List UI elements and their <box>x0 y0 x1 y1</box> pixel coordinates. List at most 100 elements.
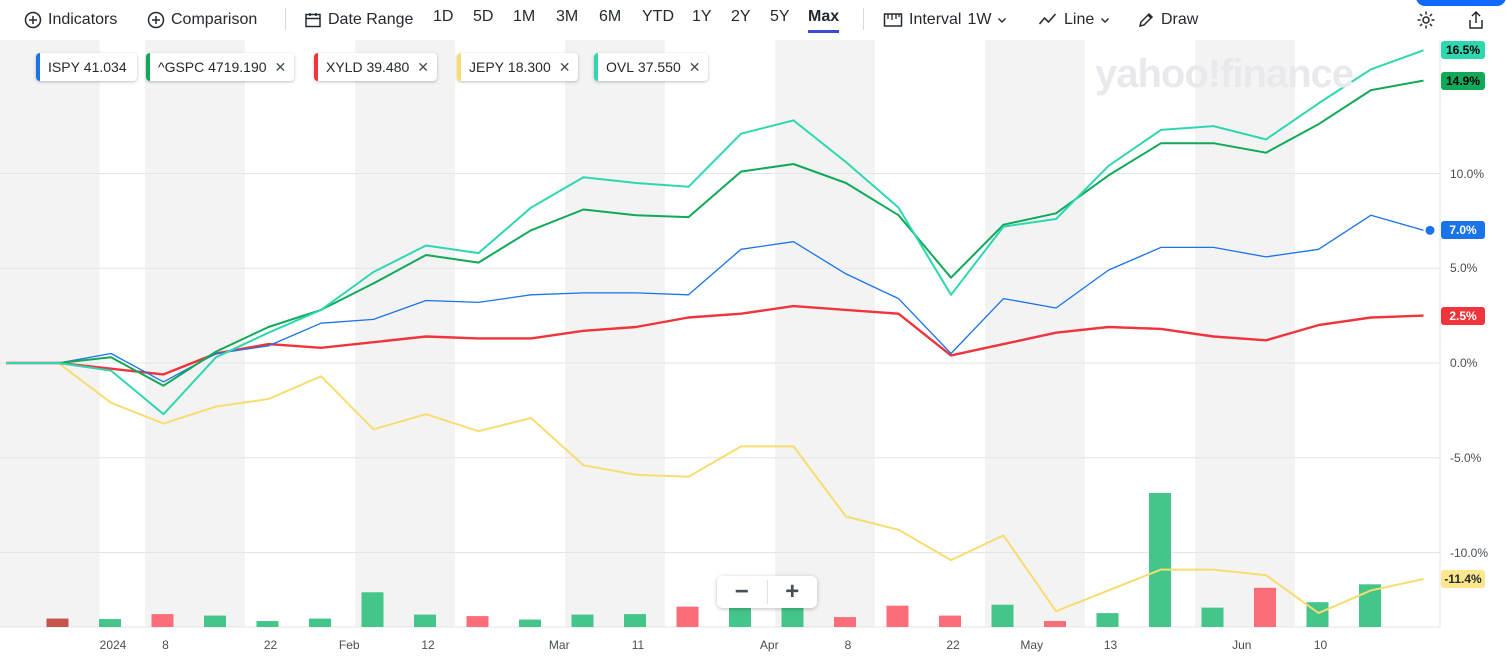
share-button[interactable] <box>1467 8 1485 32</box>
date-range-label: Date Range <box>328 11 414 28</box>
volume-bar <box>361 592 384 627</box>
zoom-divider <box>766 580 768 604</box>
volume-bar <box>624 614 646 627</box>
volume-bar <box>1044 621 1066 627</box>
chevron-down-icon <box>998 18 1007 23</box>
remove-series-close-icon[interactable]: ✕ <box>274 58 287 75</box>
draw-button[interactable]: Draw <box>1137 8 1198 32</box>
y-tick-label: 0.0% <box>1450 356 1478 370</box>
x-tick-label: Apr <box>759 638 779 652</box>
comparison-button[interactable]: Comparison <box>147 8 257 32</box>
remove-series-close-icon[interactable]: ✕ <box>417 58 430 75</box>
legend-symbol: OVL <box>606 59 635 75</box>
chart-toolbar: Indicators Comparison Date Range 1D 5D 1… <box>0 0 1506 40</box>
range-1d[interactable]: 1D <box>433 8 454 25</box>
chart-type-button[interactable]: Line <box>1038 8 1110 32</box>
range-1m[interactable]: 1M <box>513 8 536 25</box>
yahoo-finance-watermark: yahoo!finance <box>1095 52 1354 96</box>
range-1y[interactable]: 1Y <box>692 8 712 25</box>
remove-series-close-icon[interactable]: ✕ <box>558 58 571 75</box>
legend-symbol: XYLD <box>326 59 363 75</box>
volume-bar <box>1254 587 1276 627</box>
range-max[interactable]: Max <box>808 8 840 33</box>
last-value-badge: 7.0% <box>1441 221 1485 240</box>
volume-bar <box>1201 607 1224 627</box>
legend-value: 18.300 <box>507 59 551 75</box>
series-lines <box>6 49 1435 615</box>
legend-chip-ispy[interactable]: ISPY 41.034 <box>36 53 137 81</box>
x-tick-label: 13 <box>1103 638 1118 652</box>
series-line-gspc <box>6 79 1424 387</box>
legend-value: 41.034 <box>83 59 127 75</box>
x-tick-label: 12 <box>421 638 435 652</box>
share-icon <box>1469 10 1483 29</box>
volume-bar <box>519 619 541 627</box>
period-band <box>355 40 455 627</box>
x-tick-label: Jun <box>1232 638 1252 652</box>
line-chart-icon <box>1038 13 1057 25</box>
calendar-icon <box>305 13 321 28</box>
legend-value: 37.550 <box>637 59 681 75</box>
series-line-jepy <box>6 362 1424 615</box>
ruler-icon <box>883 13 903 27</box>
period-band <box>145 40 245 627</box>
volume-bar <box>1359 584 1381 627</box>
y-tick-label: 10.0% <box>1450 166 1485 181</box>
legend-chip-jepy[interactable]: JEPY 18.300 ✕ <box>457 53 579 81</box>
volume-bar <box>256 621 279 627</box>
volume-bar <box>676 606 699 627</box>
interval-label: Interval <box>909 11 962 28</box>
plus-circle-icon <box>147 11 165 29</box>
last-value-badge: 14.9% <box>1441 71 1485 90</box>
indicators-button[interactable]: Indicators <box>24 8 117 32</box>
zoom-controls: − + <box>717 576 817 608</box>
x-tick-label: 8 <box>162 638 169 652</box>
legend-chip-gspc[interactable]: ^GSPC 4719.190 ✕ <box>146 53 295 81</box>
y-tick-label: -5.0% <box>1450 450 1482 465</box>
remove-series-close-icon[interactable]: ✕ <box>688 58 701 75</box>
x-tick-label: 10 <box>1313 638 1328 652</box>
legend-value: 39.480 <box>366 59 410 75</box>
y-tick-label: -10.0% <box>1450 545 1489 560</box>
volume-bar <box>729 604 751 627</box>
toolbar-divider <box>863 8 864 30</box>
period-band <box>985 40 1085 627</box>
legend-color-swatch <box>36 53 40 81</box>
zoom-in-button[interactable]: + <box>785 578 800 605</box>
range-5d[interactable]: 5D <box>473 8 494 25</box>
corner-button[interactable] <box>1416 0 1506 6</box>
date-range-button[interactable]: Date Range <box>304 8 413 32</box>
volume-bar <box>204 615 226 627</box>
settings-button[interactable] <box>1416 8 1436 32</box>
volume-bar <box>939 615 961 627</box>
volume-bar <box>1149 493 1171 627</box>
legend-chip-xyld[interactable]: XYLD 39.480 ✕ <box>314 53 438 81</box>
volume-bar <box>834 617 856 627</box>
period-band <box>775 40 875 627</box>
volume-bar <box>781 607 804 627</box>
volume-bars <box>46 493 1381 627</box>
range-6m[interactable]: 6M <box>599 8 622 25</box>
range-3m[interactable]: 3M <box>556 8 579 25</box>
gear-icon <box>1417 11 1435 29</box>
last-value-badge: 16.5% <box>1441 41 1485 60</box>
range-ytd[interactable]: YTD <box>642 8 674 25</box>
x-tick-label: Feb <box>338 638 360 652</box>
series-line-ovl <box>6 49 1424 416</box>
x-tick-label: 2024 <box>99 638 127 652</box>
range-5y[interactable]: 5Y <box>770 8 790 25</box>
y-tick-label: 5.0% <box>1450 261 1478 276</box>
pencil-icon <box>1138 12 1154 28</box>
x-tick-label: 8 <box>844 638 852 652</box>
interval-button[interactable]: Interval 1W <box>883 8 1007 32</box>
range-2y[interactable]: 2Y <box>731 8 751 25</box>
zoom-out-button[interactable]: − <box>734 578 749 605</box>
last-value-badge: 2.5% <box>1441 306 1485 325</box>
volume-bar <box>46 618 69 627</box>
volume-bar <box>571 614 594 627</box>
legend-chip-ovl[interactable]: OVL 37.550 ✕ <box>594 53 709 81</box>
plus-circle-icon <box>24 11 42 29</box>
alternating-bands <box>0 40 1440 627</box>
volume-bar <box>414 614 436 627</box>
